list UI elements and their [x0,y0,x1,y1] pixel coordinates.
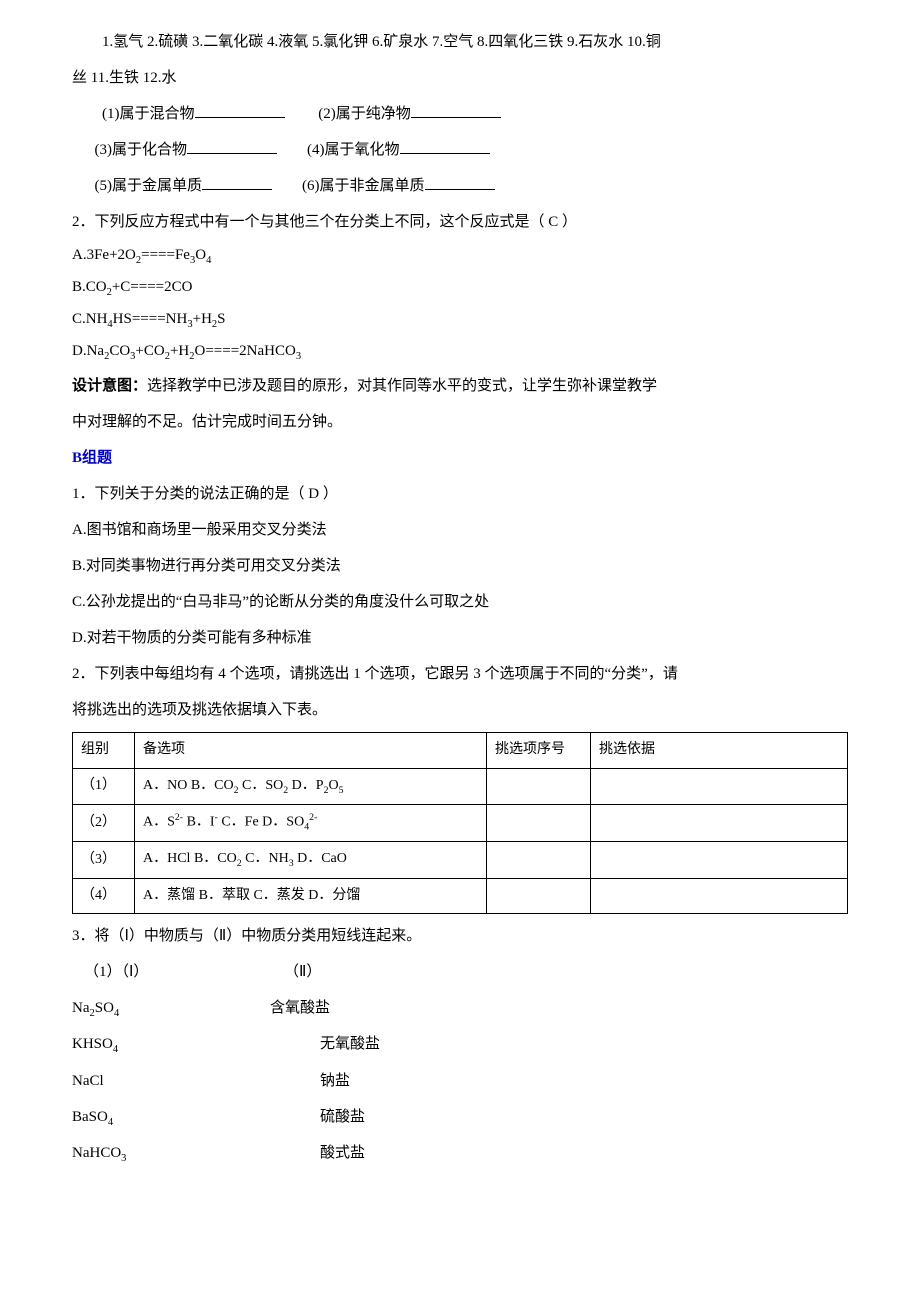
cell-num-input[interactable] [487,768,591,804]
q1-stem-line2: 丝 11.生铁 12.水 [72,60,848,96]
match-left: NaCl [72,1063,320,1099]
cell-reason-input[interactable] [591,842,848,878]
b1-optC: C.公孙龙提出的“白马非马”的论断从分类的角度没什么可取之处 [72,584,848,620]
q2-stem: 2．下列反应方程式中有一个与其他三个在分类上不同，这个反应式是（ C ） [72,204,848,240]
b1-optD: D.对若干物质的分类可能有多种标准 [72,620,848,656]
q1-sub-row3: (5)属于金属单质 (6)属于非金属单质 [72,168,848,204]
blank-input[interactable] [195,103,285,118]
cell-group: （4） [73,878,135,914]
match-row: NaHCO3酸式盐 [72,1135,848,1171]
match-left: Na2SO4 [72,990,270,1026]
cell-options: A．蒸馏 B．萃取 C．蒸发 D．分馏 [135,878,487,914]
cell-group: （2） [73,805,135,842]
cell-num-input[interactable] [487,878,591,914]
cell-group: （1） [73,768,135,804]
design-intent-line2: 中对理解的不足。估计完成时间五分钟。 [72,404,848,440]
match-row: KHSO4无氧酸盐 [72,1026,848,1062]
cell-reason-input[interactable] [591,878,848,914]
match-row: NaCl钠盐 [72,1063,848,1099]
table-row: （4） A．蒸馏 B．萃取 C．蒸发 D．分馏 [73,878,848,914]
th-reason: 挑选依据 [591,733,848,769]
cell-num-input[interactable] [487,842,591,878]
blank-input[interactable] [425,175,495,190]
b2-stem-line1: 2．下列表中每组均有 4 个选项，请挑选出 1 个选项，它跟另 3 个选项属于不… [72,656,848,692]
table-row: （1） A．NO B．CO2 C．SO2 D．P2O5 [73,768,848,804]
b3-header: （1）（Ⅰ） （Ⅱ） [72,954,848,990]
th-num: 挑选项序号 [487,733,591,769]
blank-input[interactable] [202,175,272,190]
cell-num-input[interactable] [487,805,591,842]
q1-sub3-label: (3)属于化合物 [95,142,188,158]
q1-sub1-label: (1)属于混合物 [102,106,195,122]
blank-input[interactable] [400,139,490,154]
design-intent-line1: 设计意图：选择教学中已涉及题目的原形，对其作同等水平的变式，让学生弥补课堂教学 [72,368,848,404]
match-right: 硫酸盐 [320,1109,365,1125]
b1-optB: B.对同类事物进行再分类可用交叉分类法 [72,548,848,584]
b1-optA: A.图书馆和商场里一般采用交叉分类法 [72,512,848,548]
q2-optC: C.NH4HS====NH3+H2S [72,304,848,336]
th-options: 备选项 [135,733,487,769]
match-right: 钠盐 [320,1073,350,1089]
table-row: （3） A．HCl B．CO2 C．NH3 D．CaO [73,842,848,878]
match-right: 含氧酸盐 [270,1000,330,1016]
cell-options: A．NO B．CO2 C．SO2 D．P2O5 [135,768,487,804]
match-row: BaSO4硫酸盐 [72,1099,848,1135]
q2-optB: B.CO2+C====2CO [72,272,848,304]
match-left: BaSO4 [72,1099,320,1135]
b1-stem: 1．下列关于分类的说法正确的是（ D ） [72,476,848,512]
cell-options: A．HCl B．CO2 C．NH3 D．CaO [135,842,487,878]
cell-reason-input[interactable] [591,805,848,842]
q1-sub6-label: (6)属于非金属单质 [302,178,425,194]
b3-stem: 3．将（Ⅰ）中物质与（Ⅱ）中物质分类用短线连起来。 [72,918,848,954]
b3-header-left: （1）（Ⅰ） [84,954,284,990]
blank-input[interactable] [411,103,501,118]
match-right: 无氧酸盐 [320,1036,380,1052]
table-header-row: 组别 备选项 挑选项序号 挑选依据 [73,733,848,769]
q1-sub5-label: (5)属于金属单质 [95,178,203,194]
q1-sub-row1: (1)属于混合物 (2)属于纯净物 [72,96,848,132]
b3-header-right: （Ⅱ） [284,954,321,990]
q1-stem-line1: 1.氢气 2.硫磺 3.二氧化碳 4.液氧 5.氯化钾 6.矿泉水 7.空气 8… [72,24,848,60]
cell-options: A．S2- B．I- C．Fe D．SO42- [135,805,487,842]
match-left: KHSO4 [72,1026,320,1062]
cell-group: （3） [73,842,135,878]
q1-sub2-label: (2)属于纯净物 [318,106,411,122]
match-row: Na2SO4含氧酸盐 [72,990,848,1026]
section-b-title: B组题 [72,440,848,476]
q1-sub-row2: (3)属于化合物 (4)属于氧化物 [72,132,848,168]
design-intent-label: 设计意图： [72,378,147,394]
table-row: （2） A．S2- B．I- C．Fe D．SO42- [73,805,848,842]
blank-input[interactable] [187,139,277,154]
match-right: 酸式盐 [320,1145,365,1161]
th-group: 组别 [73,733,135,769]
q2-optA: A.3Fe+2O2====Fe3O4 [72,240,848,272]
b2-stem-line2: 将挑选出的选项及挑选依据填入下表。 [72,692,848,728]
cell-reason-input[interactable] [591,768,848,804]
q1-sub4-label: (4)属于氧化物 [307,142,400,158]
q2-optD: D.Na2CO3+CO2+H2O====2NaHCO3 [72,336,848,368]
match-left: NaHCO3 [72,1135,320,1171]
b2-table: 组别 备选项 挑选项序号 挑选依据 （1） A．NO B．CO2 C．SO2 D… [72,732,848,914]
